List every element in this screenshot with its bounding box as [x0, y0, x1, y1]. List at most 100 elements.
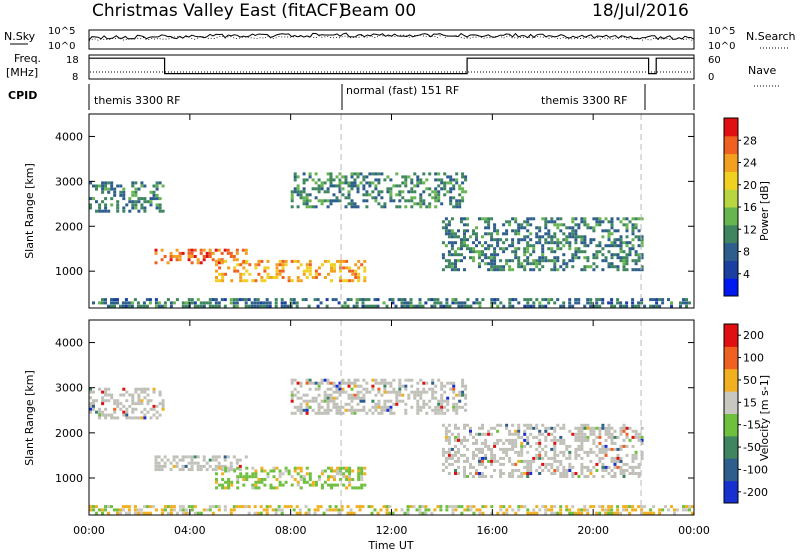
power-cell: [631, 247, 635, 251]
velocity-cell: [457, 432, 460, 436]
power-cell: [410, 181, 414, 185]
power-cell: [244, 301, 248, 305]
colorbar-segment: [724, 207, 738, 226]
power-cell: [447, 265, 451, 269]
velocity-cell: [550, 462, 554, 466]
velocity-cell: [604, 426, 608, 430]
velocity-cell: [613, 511, 617, 515]
power-cell: [481, 235, 484, 239]
power-cell: [487, 232, 491, 236]
power-cell: [308, 272, 312, 276]
velocity-cell: [360, 475, 364, 479]
power-cell: [508, 244, 512, 248]
power-cell: [317, 266, 321, 270]
power-cell: [610, 241, 614, 245]
velocity-cell: [223, 505, 227, 509]
power-cell: [317, 190, 321, 194]
velocity-cell: [181, 464, 185, 468]
power-cell: [211, 304, 215, 308]
power-cell: [586, 301, 590, 305]
velocity-cell: [622, 429, 626, 433]
power-cell: [529, 262, 533, 266]
velocity-cell: [464, 396, 468, 400]
power-cell: [463, 256, 466, 260]
power-cell: [625, 253, 629, 257]
power-cell: [157, 304, 161, 308]
power-cell: [508, 304, 512, 308]
velocity-cell: [335, 396, 339, 400]
power-cell: [344, 175, 348, 179]
power-cell: [332, 184, 336, 188]
velocity-cell: [577, 438, 581, 442]
velocity-cell: [359, 396, 363, 400]
power-cell: [454, 232, 457, 236]
power-cell: [242, 272, 246, 276]
date-label: 18/Jul/2016: [592, 1, 689, 21]
velocity-cell: [565, 505, 569, 509]
power-cell: [625, 217, 629, 221]
velocity-cell: [478, 450, 481, 454]
power-cell: [196, 258, 200, 262]
velocity-cell: [386, 408, 390, 412]
velocity-cell: [493, 469, 497, 472]
velocity-cell: [547, 462, 551, 466]
velocity-cell: [418, 508, 422, 512]
velocity-cell: [328, 508, 332, 512]
power-cell: [251, 279, 255, 283]
power-cell: [395, 172, 399, 176]
velocity-cell: [595, 435, 599, 439]
velocity-cell: [577, 432, 581, 436]
velocity-cell: [499, 423, 503, 427]
power-cell: [163, 301, 167, 305]
power-cell: [433, 304, 437, 308]
power-cell: [268, 301, 272, 305]
velocity-cell: [511, 441, 515, 445]
velocity-cell: [89, 404, 92, 408]
velocity-cell: [360, 469, 364, 473]
power-cell: [410, 196, 414, 200]
power-cell: [217, 304, 221, 308]
power-cell: [253, 298, 257, 302]
velocity-cell: [274, 508, 278, 512]
power-cell: [362, 178, 366, 182]
power-cell: [589, 238, 593, 242]
power-cell: [296, 184, 300, 188]
power-cell: [116, 301, 119, 305]
velocity-cell: [625, 432, 629, 436]
velocity-cell: [377, 411, 381, 415]
velocity-cell: [125, 416, 129, 420]
velocity-cell: [499, 447, 503, 451]
power-cell: [104, 187, 108, 191]
power-cell: [493, 259, 497, 263]
velocity-cell: [299, 469, 303, 473]
velocity-cell: [511, 447, 515, 451]
power-cell: [333, 266, 336, 270]
noise-tick-right-bottom: 10^0: [708, 41, 735, 52]
power-cell: [260, 259, 264, 263]
power-cell: [316, 304, 320, 308]
power-cell: [461, 175, 465, 179]
power-cell: [152, 184, 156, 188]
velocity-cell: [544, 438, 548, 442]
power-cell: [199, 261, 203, 265]
power-cell: [496, 298, 500, 302]
velocity-cell: [589, 426, 593, 430]
colorbar-tick-label: -15: [743, 419, 761, 432]
power-cell: [101, 187, 105, 191]
velocity-cell: [499, 475, 503, 478]
power-cell: [458, 184, 462, 188]
velocity-cell: [239, 472, 243, 476]
power-panel-frame: [88, 113, 695, 309]
power-cell: [215, 263, 218, 267]
velocity-cell: [296, 466, 300, 470]
power-cell: [107, 304, 110, 308]
power-cell: [619, 244, 623, 248]
velocity-cell: [598, 432, 602, 436]
velocity-cell: [116, 404, 120, 408]
velocity-cell: [431, 390, 435, 394]
power-cell: [538, 226, 542, 230]
velocity-cell: [92, 407, 95, 411]
velocity-cell: [613, 441, 617, 445]
velocity-cell: [610, 505, 614, 509]
